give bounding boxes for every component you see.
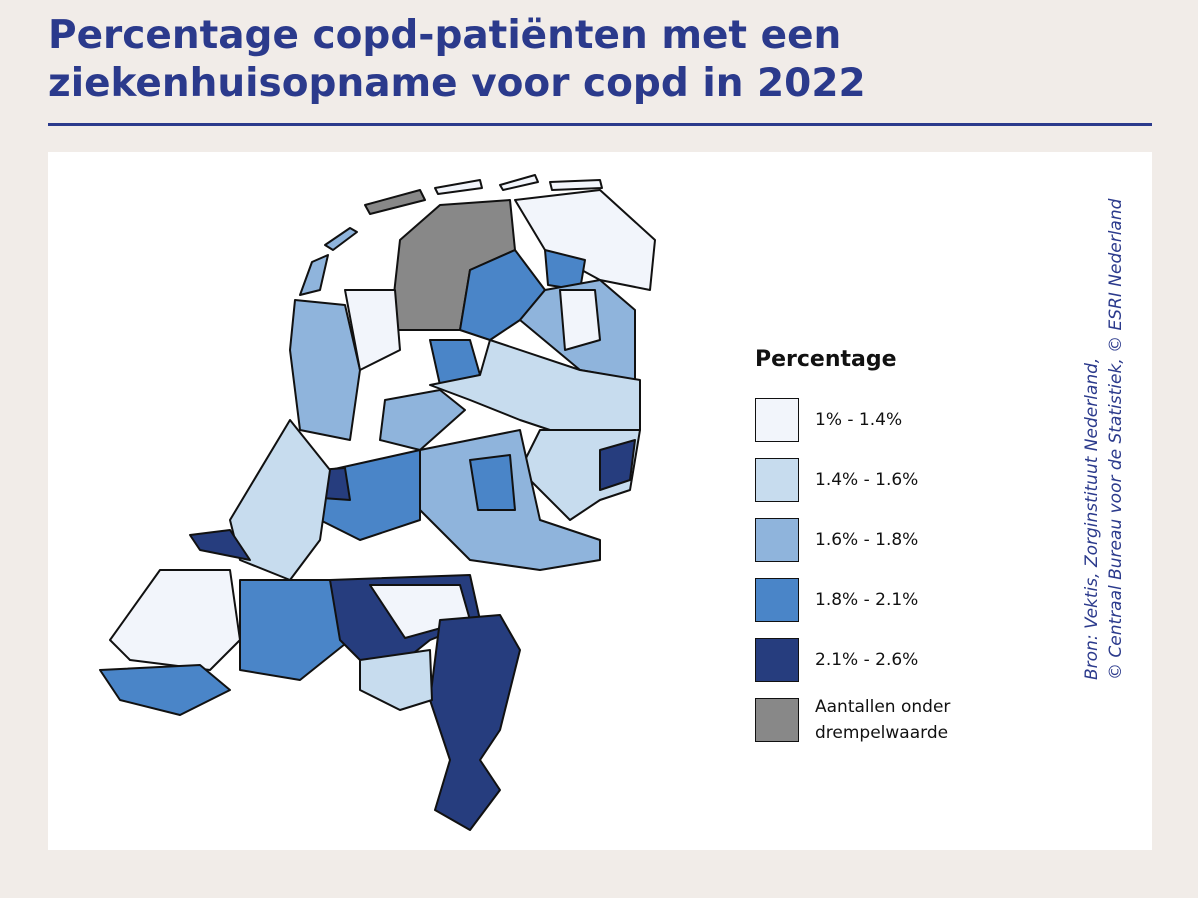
rule [48, 123, 1152, 126]
legend-swatch [755, 638, 799, 682]
region [434, 179, 483, 195]
legend-swatch [755, 578, 799, 622]
legend-label: 1% - 1.4% [815, 410, 903, 430]
region [189, 529, 251, 561]
legend: Percentage 1% - 1.4% 1.4% - 1.6% 1.6% - 1.… [755, 347, 985, 750]
region [324, 227, 358, 251]
legend-item: 1% - 1.4% [755, 390, 985, 450]
region [344, 289, 401, 371]
legend-item: 1.6% - 1.8% [755, 510, 985, 570]
title-line: ziekenhuisopname voor copd in 2022 [48, 61, 866, 106]
region [514, 189, 656, 291]
region [299, 254, 329, 296]
region [239, 579, 351, 681]
region [364, 189, 426, 215]
region [109, 569, 241, 671]
legend-title: Percentage [755, 347, 897, 372]
title-line: Percentage copd-patiënten met een [48, 13, 842, 58]
region [359, 649, 433, 711]
source: Bron: Vektis, Zorginstituut Nederland, ©… [1080, 199, 1128, 680]
region [99, 664, 231, 716]
source-line: Bron: Vektis, Zorginstituut Nederland, [1082, 357, 1102, 680]
legend-swatch [755, 518, 799, 562]
legend-swatch [755, 398, 799, 442]
region [499, 174, 539, 191]
legend-swatch [755, 458, 799, 502]
panel: Percentage 1% - 1.4% 1.4% - 1.6% 1.6% - 1.… [48, 152, 1152, 850]
legend-item: 1.4% - 1.6% [755, 450, 985, 510]
legend-item: 2.1% - 2.6% [755, 630, 985, 690]
region [289, 299, 361, 441]
legend-label: 1.8% - 2.1% [815, 590, 919, 610]
source-line: © Centraal Bureau voor de Statistiek, © … [1106, 198, 1126, 680]
region [559, 289, 601, 351]
region [549, 179, 603, 191]
legend-items: 1% - 1.4% 1.4% - 1.6% 1.6% - 1.8% 1.8% - 2.… [755, 390, 985, 750]
region [229, 419, 331, 581]
legend-item: Aantallen onder drempelwaarde [755, 690, 985, 750]
legend-label: Aantallen onder drempelwaarde [815, 697, 951, 743]
map [99, 174, 656, 831]
region [379, 389, 466, 451]
title: Percentage copd-patiënten met een zieken… [48, 12, 866, 108]
legend-item: 1.8% - 2.1% [755, 570, 985, 630]
legend-label: 1.6% - 1.8% [815, 530, 919, 550]
legend-label: 1.4% - 1.6% [815, 470, 919, 490]
region [429, 614, 521, 831]
legend-label: 2.1% - 2.6% [815, 650, 919, 670]
region [599, 439, 636, 491]
region [469, 454, 516, 511]
legend-swatch [755, 698, 799, 742]
